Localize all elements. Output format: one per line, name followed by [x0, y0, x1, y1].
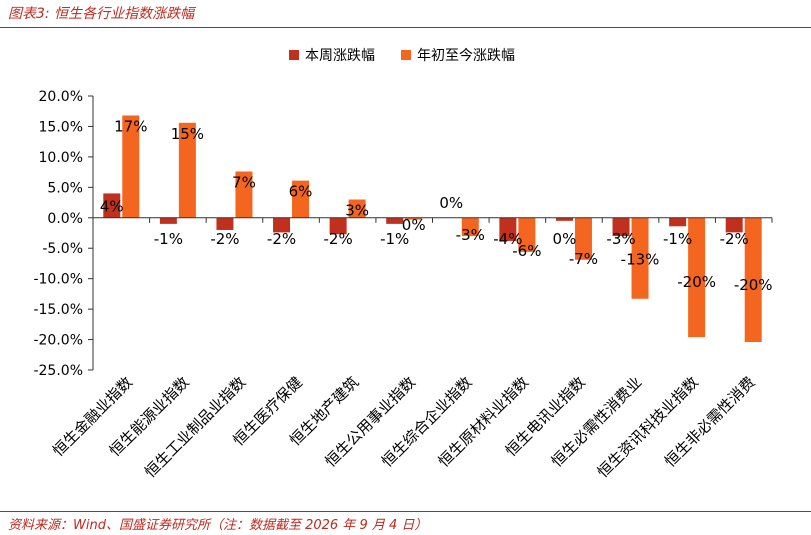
- y-tick-label: 0.0%: [47, 211, 83, 227]
- bottom-divider: [0, 511, 811, 512]
- chart-title: 图表3: 恒生各行业指数涨跌幅: [8, 6, 195, 22]
- ytd-data-label: 15%: [171, 125, 204, 143]
- weekly-data-label: 0%: [553, 230, 577, 248]
- ytd-bar: [518, 217, 536, 252]
- weekly-data-label: -2%: [210, 230, 239, 248]
- y-tick-label: 20.0%: [39, 89, 83, 105]
- weekly-bar: [499, 217, 517, 241]
- ytd-data-label: 17%: [114, 117, 147, 135]
- weekly-bar: [159, 217, 177, 224]
- legend-label-weekly: 本周涨跌幅: [305, 48, 375, 64]
- ytd-bar: [688, 217, 706, 338]
- ytd-bar: [461, 217, 479, 237]
- ytd-data-label: -6%: [512, 242, 541, 260]
- ytd-bar: [178, 122, 196, 218]
- ytd-bar: [235, 171, 253, 218]
- x-category-label: 恒生工业制品业指数: [141, 373, 249, 481]
- y-tick-label: -15.0%: [33, 302, 83, 318]
- weekly-data-label: -1%: [154, 230, 183, 248]
- ytd-bar: [744, 217, 762, 342]
- weekly-data-label: -1%: [663, 230, 692, 248]
- ytd-data-label: -20%: [734, 276, 773, 294]
- weekly-bar: [216, 217, 234, 230]
- ytd-data-label: 0%: [402, 216, 426, 234]
- weekly-data-label: -3%: [606, 230, 635, 248]
- source-note: 资料来源：Wind、国盛证券研究所（注：数据截至 2026 年 9 月 4 日）: [8, 518, 428, 533]
- ytd-data-label: 6%: [289, 183, 313, 201]
- weekly-data-label: -2%: [267, 230, 296, 248]
- ytd-bar: [631, 217, 649, 299]
- ytd-bar: [405, 217, 423, 220]
- y-tick-label: -5.0%: [42, 241, 83, 257]
- weekly-bar: [273, 217, 291, 233]
- ytd-data-label: -20%: [677, 273, 716, 291]
- weekly-data-label: 4%: [100, 198, 124, 216]
- ytd-bar: [348, 199, 366, 218]
- top-divider: [0, 27, 811, 28]
- y-tick-label: -20.0%: [33, 333, 83, 349]
- weekly-bar: [329, 217, 347, 235]
- weekly-bar: [725, 217, 743, 233]
- weekly-bar: [386, 217, 404, 224]
- weekly-data-label: -2%: [324, 230, 353, 248]
- legend-swatch-ytd: [401, 50, 411, 60]
- y-tick-label: 10.0%: [39, 150, 83, 166]
- y-tick-label: 5.0%: [47, 180, 83, 196]
- ytd-data-label: 7%: [232, 174, 256, 192]
- y-tick-label: -25.0%: [33, 363, 83, 379]
- weekly-bar: [669, 217, 687, 227]
- ytd-bar: [574, 217, 592, 260]
- y-tick-label: 15.0%: [39, 119, 83, 135]
- weekly-data-label: -1%: [380, 230, 409, 248]
- weekly-data-label: -4%: [493, 230, 522, 248]
- weekly-data-label: -2%: [720, 230, 749, 248]
- weekly-data-label: 0%: [439, 194, 463, 212]
- weekly-bar: [555, 217, 573, 221]
- legend-swatch-weekly: [289, 50, 299, 60]
- ytd-bar: [122, 115, 140, 218]
- ytd-data-label: -7%: [569, 250, 598, 268]
- ytd-data-label: -13%: [621, 251, 660, 269]
- bar-chart: -25.0% -20.0% -15.0% -10.0% -5.0% 0.0% 5.0% 10.…: [33, 47, 773, 481]
- legend-label-ytd: 年初至今涨跌幅: [417, 47, 515, 64]
- ytd-data-label: -3%: [456, 226, 485, 244]
- ytd-bar: [292, 180, 310, 218]
- ytd-data-label: 3%: [345, 202, 369, 220]
- x-category-label: 恒生资讯科技业指数: [594, 373, 702, 481]
- y-tick-label: -10.0%: [33, 272, 83, 288]
- weekly-bar: [612, 217, 630, 237]
- weekly-bar: [103, 193, 121, 218]
